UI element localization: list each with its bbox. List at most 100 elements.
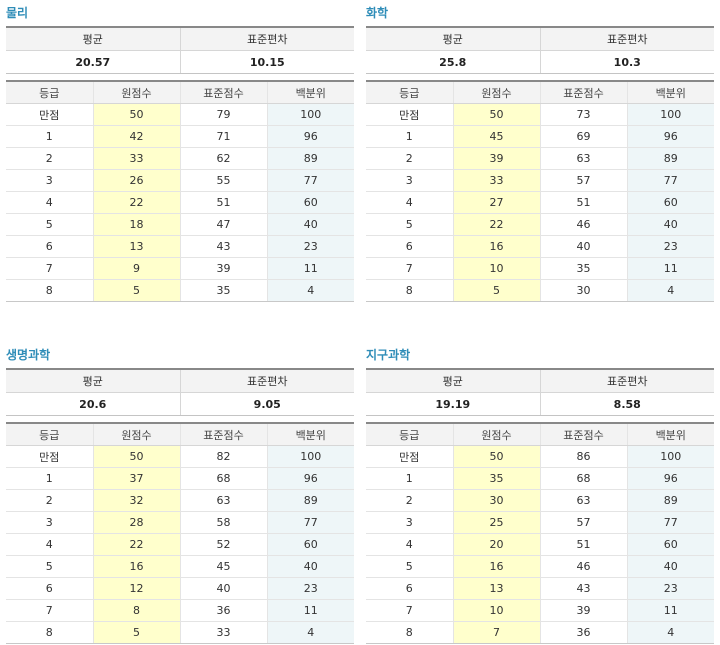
table-row: 8 5 33 4 — [6, 621, 354, 644]
percentile-cell: 100 — [266, 103, 354, 126]
grade-cell: 7 — [366, 257, 453, 280]
percentile-cell: 96 — [266, 467, 354, 490]
summary-table: 평균 표준편차 25.8 10.3 — [366, 26, 714, 74]
grade-header: 등급 — [6, 81, 93, 104]
summary-table: 평균 표준편차 19.19 8.58 — [366, 368, 714, 416]
stddev-header: 표준편차 — [539, 369, 714, 393]
standard-score-cell: 62 — [179, 147, 267, 170]
grade-cell: 6 — [366, 235, 453, 258]
standard-score-cell: 33 — [179, 621, 267, 644]
standard-score-cell: 71 — [179, 125, 267, 148]
standard-score-cell: 52 — [179, 533, 267, 556]
table-row: 6 16 40 23 — [366, 235, 714, 258]
mean-header: 평균 — [6, 369, 180, 393]
grade-cell: 6 — [366, 577, 453, 600]
grade-cell: 5 — [6, 213, 93, 236]
raw-score-cell: 16 — [92, 555, 180, 578]
table-row: 4 22 52 60 — [6, 533, 354, 556]
mean-value: 20.57 — [6, 50, 180, 74]
percentile-cell: 4 — [266, 279, 354, 302]
standard-score-header: 표준점수 — [539, 81, 627, 104]
raw-score-cell: 30 — [452, 489, 540, 512]
table-row: 5 18 47 40 — [6, 213, 354, 236]
raw-score-cell: 25 — [452, 511, 540, 534]
percentile-cell: 40 — [266, 213, 354, 236]
grade-cell: 만점 — [6, 103, 93, 126]
raw-score-cell: 33 — [452, 169, 540, 192]
grade-cell: 8 — [6, 621, 93, 644]
raw-score-cell: 16 — [452, 555, 540, 578]
table-row: 1 42 71 96 — [6, 125, 354, 148]
percentile-cell: 60 — [626, 191, 714, 214]
grade-table: 등급 원점수 표준점수 백분위 만점 50 82 100 1 37 68 96 2 32 63 89 3… — [6, 422, 354, 644]
table-row: 4 22 51 60 — [6, 191, 354, 214]
standard-score-cell: 51 — [539, 191, 627, 214]
grade-table: 등급 원점수 표준점수 백분위 만점 50 79 100 1 42 71 96 2 33 62 89 3… — [6, 80, 354, 302]
percentile-cell: 100 — [626, 445, 714, 468]
raw-score-cell: 32 — [92, 489, 180, 512]
standard-score-cell: 57 — [539, 169, 627, 192]
raw-score-header: 원점수 — [452, 423, 540, 446]
grade-header: 등급 — [366, 81, 453, 104]
percentile-header: 백분위 — [626, 81, 714, 104]
raw-score-cell: 22 — [92, 533, 180, 556]
percentile-cell: 11 — [626, 257, 714, 280]
percentile-cell: 77 — [626, 511, 714, 534]
stddev-value: 8.58 — [539, 392, 714, 416]
table-row: 2 30 63 89 — [366, 489, 714, 512]
percentile-cell: 96 — [626, 125, 714, 148]
grade-cell: 7 — [6, 599, 93, 622]
grade-table: 등급 원점수 표준점수 백분위 만점 50 86 100 1 35 68 96 2 30 63 89 3… — [366, 422, 714, 644]
percentile-cell: 89 — [266, 489, 354, 512]
percentile-cell: 4 — [626, 621, 714, 644]
table-row: 3 33 57 77 — [366, 169, 714, 192]
percentile-cell: 4 — [266, 621, 354, 644]
standard-score-cell: 40 — [539, 235, 627, 258]
raw-score-cell: 45 — [452, 125, 540, 148]
table-row: 6 13 43 23 — [6, 235, 354, 258]
grade-cell: 5 — [6, 555, 93, 578]
grade-cell: 4 — [6, 533, 93, 556]
standard-score-cell: 40 — [179, 577, 267, 600]
percentile-cell: 89 — [266, 147, 354, 170]
mean-value: 19.19 — [366, 392, 540, 416]
raw-score-cell: 7 — [452, 621, 540, 644]
table-row: 1 37 68 96 — [6, 467, 354, 490]
raw-score-cell: 13 — [92, 235, 180, 258]
table-row: 8 7 36 4 — [366, 621, 714, 644]
percentile-cell: 40 — [626, 555, 714, 578]
standard-score-cell: 51 — [539, 533, 627, 556]
raw-score-cell: 22 — [452, 213, 540, 236]
standard-score-cell: 35 — [539, 257, 627, 280]
grade-cell: 2 — [366, 147, 453, 170]
raw-score-cell: 39 — [452, 147, 540, 170]
stddev-header: 표준편차 — [179, 27, 354, 51]
mean-value: 25.8 — [366, 50, 540, 74]
grade-cell: 2 — [366, 489, 453, 512]
percentile-cell: 96 — [626, 467, 714, 490]
grade-cell: 2 — [6, 489, 93, 512]
standard-score-cell: 30 — [539, 279, 627, 302]
table-row: 7 9 39 11 — [6, 257, 354, 280]
raw-score-cell: 5 — [92, 621, 180, 644]
percentile-cell: 23 — [266, 235, 354, 258]
grade-cell: 7 — [6, 257, 93, 280]
raw-score-cell: 50 — [452, 103, 540, 126]
table-row: 만점 50 86 100 — [366, 445, 714, 468]
standard-score-cell: 73 — [539, 103, 627, 126]
raw-score-cell: 10 — [452, 257, 540, 280]
standard-score-cell: 51 — [179, 191, 267, 214]
raw-score-cell: 33 — [92, 147, 180, 170]
table-row: 8 5 35 4 — [6, 279, 354, 302]
table-row: 3 25 57 77 — [366, 511, 714, 534]
raw-score-cell: 16 — [452, 235, 540, 258]
standard-score-cell: 63 — [179, 489, 267, 512]
table-row: 5 16 46 40 — [366, 555, 714, 578]
grade-cell: 4 — [6, 191, 93, 214]
standard-score-cell: 45 — [179, 555, 267, 578]
raw-score-cell: 27 — [452, 191, 540, 214]
standard-score-cell: 68 — [539, 467, 627, 490]
grade-cell: 3 — [6, 169, 93, 192]
percentile-cell: 23 — [626, 577, 714, 600]
grade-header: 등급 — [6, 423, 93, 446]
